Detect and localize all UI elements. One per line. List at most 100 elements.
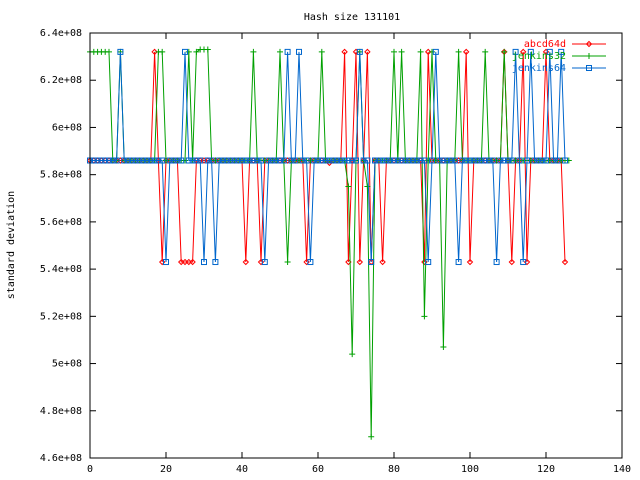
- y-tick-label: 4.6e+08: [40, 453, 82, 464]
- data-point: [117, 48, 124, 55]
- data-point: [163, 259, 169, 266]
- data-point: [463, 157, 470, 164]
- legend-label: jenkins64: [512, 63, 566, 74]
- data-point: [466, 258, 474, 266]
- series-line: [90, 51, 566, 263]
- data-point: [561, 258, 569, 266]
- data-point: [444, 157, 451, 164]
- data-point: [193, 48, 200, 55]
- data-point: [356, 48, 363, 55]
- x-tick-label: 0: [87, 464, 93, 475]
- y-tick-label: 5.4e+08: [40, 264, 82, 275]
- data-point: [208, 157, 215, 164]
- data-point: [391, 48, 397, 55]
- y-tick-label: 4.8e+08: [40, 406, 82, 417]
- data-point: [254, 157, 261, 164]
- data-point: [345, 157, 352, 164]
- data-point: [189, 258, 196, 266]
- data-point: [372, 157, 378, 164]
- data-point: [501, 157, 508, 164]
- data-point: [140, 157, 147, 164]
- data-point: [98, 157, 105, 164]
- data-point: [379, 258, 386, 266]
- data-point: [497, 157, 504, 164]
- data-point: [330, 157, 337, 164]
- data-point: [345, 183, 352, 190]
- legend-label: jenkins32: [512, 51, 566, 62]
- data-point: [250, 157, 257, 164]
- data-point: [349, 351, 356, 358]
- data-point: [440, 344, 447, 351]
- data-point: [586, 65, 592, 71]
- data-point: [242, 157, 249, 164]
- data-point: [193, 157, 200, 164]
- data-point: [482, 157, 489, 164]
- data-point: [220, 157, 226, 164]
- data-point: [356, 258, 364, 266]
- data-point: [147, 157, 154, 164]
- data-point: [102, 157, 109, 164]
- data-point: [387, 157, 394, 164]
- data-point: [90, 157, 97, 164]
- y-tick-label: 5.8e+08: [40, 170, 82, 181]
- data-point: [421, 157, 428, 164]
- data-point: [299, 157, 306, 164]
- y-tick-label: 6e+08: [52, 122, 82, 133]
- data-point: [201, 259, 207, 266]
- data-point: [565, 157, 572, 164]
- x-tick-label: 60: [312, 464, 324, 475]
- y-tick-label: 5.6e+08: [40, 217, 82, 228]
- x-tick-label: 120: [537, 464, 555, 475]
- data-point: [459, 157, 466, 164]
- data-point: [280, 157, 287, 164]
- data-point: [462, 48, 470, 56]
- data-point: [424, 48, 432, 56]
- data-point: [292, 157, 299, 164]
- legend-label: abcd64d: [524, 39, 566, 50]
- data-point: [318, 157, 325, 164]
- data-point: [155, 157, 162, 164]
- y-tick-label: 5e+08: [52, 359, 82, 370]
- data-point: [486, 157, 492, 164]
- data-point: [303, 157, 310, 164]
- y-axis-label: standard deviation: [6, 191, 17, 299]
- data-point: [106, 48, 112, 55]
- data-point: [585, 40, 593, 48]
- data-point: [178, 157, 185, 164]
- data-point: [421, 313, 428, 320]
- series-jenkins64: [87, 48, 568, 266]
- data-point: [391, 157, 397, 164]
- data-point: [440, 157, 447, 164]
- data-point: [383, 157, 390, 164]
- chart-title: Hash size 131101: [304, 12, 400, 23]
- data-point: [516, 157, 523, 164]
- data-point: [185, 48, 192, 55]
- data-point: [273, 157, 280, 164]
- data-point: [482, 48, 489, 55]
- data-point: [478, 157, 485, 164]
- data-point: [349, 157, 356, 164]
- data-point: [212, 259, 219, 266]
- x-tick-label: 140: [613, 464, 631, 475]
- data-point: [318, 48, 325, 55]
- data-point: [451, 157, 458, 164]
- data-point: [417, 157, 424, 164]
- data-point: [125, 157, 131, 164]
- data-point: [550, 157, 557, 164]
- data-point: [132, 157, 139, 164]
- data-point: [227, 157, 234, 164]
- data-point: [364, 48, 371, 56]
- data-point: [284, 48, 291, 55]
- data-point: [174, 157, 181, 164]
- data-point: [109, 157, 116, 164]
- data-point: [508, 258, 516, 266]
- x-tick-label: 100: [461, 464, 479, 475]
- data-point: [554, 157, 561, 164]
- data-point: [539, 157, 546, 164]
- data-point: [508, 157, 515, 164]
- y-tick-label: 5.2e+08: [40, 311, 82, 322]
- data-point: [455, 259, 462, 266]
- data-point: [429, 48, 435, 55]
